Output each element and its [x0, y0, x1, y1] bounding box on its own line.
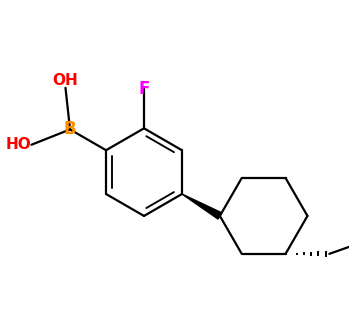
Text: F: F [138, 80, 150, 98]
Polygon shape [182, 194, 222, 219]
Text: B: B [64, 120, 76, 139]
Text: OH: OH [52, 73, 78, 88]
Text: HO: HO [6, 137, 32, 152]
